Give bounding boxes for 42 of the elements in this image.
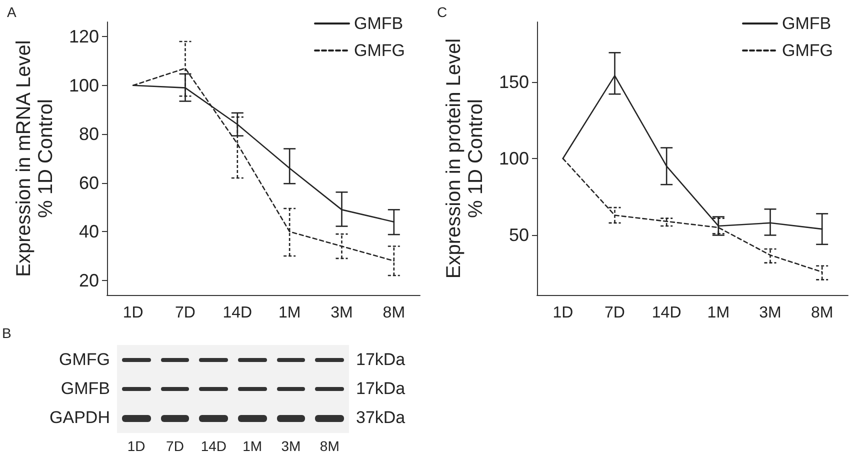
legend-label: GMFG (782, 41, 834, 60)
x-tick-label: 1M (278, 304, 301, 322)
y-tick-label: 40 (78, 222, 99, 242)
legend-label: GMFB (782, 14, 832, 33)
x-tick-label: 7D (175, 304, 196, 322)
y-tick-label: 150 (498, 72, 529, 92)
category-label: 3M (281, 438, 301, 454)
x-tick-label: 3M (759, 304, 782, 322)
text: B (2, 325, 12, 341)
x-tick-label: 1M (707, 304, 730, 322)
category-label: 17kDa (356, 379, 406, 398)
x-tick-label: 8M (810, 304, 834, 322)
chart-title: C (437, 4, 448, 20)
x-tick-label: 14D (652, 304, 682, 322)
category-label: GMFG (59, 350, 110, 369)
category-label: 1D (127, 438, 146, 454)
category-label: 7D (166, 438, 184, 454)
y-tick-label: 60 (78, 172, 99, 193)
y-tick-label: 80 (78, 124, 99, 144)
x-tick-label: 1D (552, 304, 574, 322)
y-tick-label: 20 (78, 270, 99, 290)
y-tick-label: 50 (508, 225, 529, 246)
category-label: 37kDa (356, 408, 406, 428)
y-tick-label: 100 (498, 148, 529, 168)
x-tick-label: 1D (122, 304, 144, 322)
category-label: 14D (200, 438, 226, 454)
y-axis-title: Expression in mRNA Level % 1D Control (13, 40, 57, 277)
category-label: 1M (242, 438, 262, 454)
x-tick-label: 3M (330, 304, 353, 322)
x-tick-label: 8M (382, 304, 406, 322)
legend-label: GMFB (354, 14, 404, 33)
category-label: GAPDH (50, 408, 110, 428)
category-label: GMFB (60, 379, 110, 398)
category-label: 17kDa (356, 350, 406, 369)
chart-title: A (7, 4, 17, 20)
y-axis-title: Expression in protein Level % 1D Control (443, 38, 487, 279)
y-tick-label: 120 (68, 26, 99, 47)
x-tick-label: 7D (604, 304, 625, 322)
legend-label: GMFG (354, 41, 406, 60)
category-label: 8M (320, 438, 340, 454)
y-tick-label: 100 (68, 75, 99, 96)
x-tick-label: 14D (222, 304, 252, 322)
